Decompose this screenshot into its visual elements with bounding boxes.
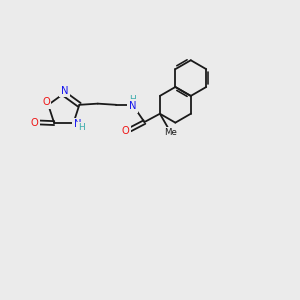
Text: O: O <box>122 126 130 136</box>
Text: N: N <box>61 85 68 96</box>
Text: N: N <box>74 119 81 129</box>
Text: N: N <box>129 101 136 111</box>
Text: O: O <box>42 98 50 107</box>
Text: Me: Me <box>164 128 177 137</box>
Text: O: O <box>31 118 38 128</box>
Text: H: H <box>78 123 85 132</box>
Text: H: H <box>129 95 136 104</box>
